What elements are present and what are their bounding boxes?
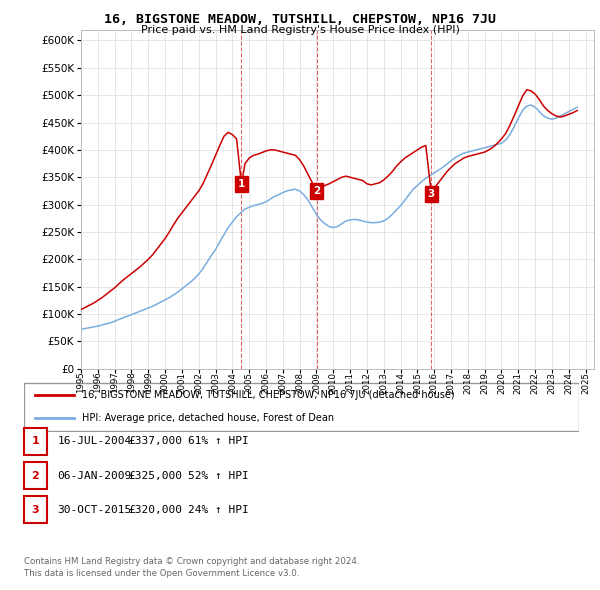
Text: 2016: 2016	[430, 372, 439, 394]
Text: 2005: 2005	[245, 372, 254, 394]
Text: 2024: 2024	[564, 372, 573, 394]
Text: 06-JAN-2009: 06-JAN-2009	[58, 471, 132, 480]
Text: HPI: Average price, detached house, Forest of Dean: HPI: Average price, detached house, Fore…	[82, 414, 334, 424]
Text: 2019: 2019	[480, 372, 489, 394]
Text: 3: 3	[32, 505, 39, 514]
Text: £337,000: £337,000	[128, 437, 182, 446]
Text: 2010: 2010	[329, 372, 338, 394]
Text: 30-OCT-2015: 30-OCT-2015	[58, 505, 132, 514]
Text: 2008: 2008	[295, 372, 304, 394]
Text: 2018: 2018	[463, 372, 472, 394]
Text: 1997: 1997	[110, 372, 119, 394]
Text: 2000: 2000	[161, 372, 170, 394]
Text: 16, BIGSTONE MEADOW, TUTSHILL, CHEPSTOW, NP16 7JU: 16, BIGSTONE MEADOW, TUTSHILL, CHEPSTOW,…	[104, 13, 496, 26]
Text: Price paid vs. HM Land Registry's House Price Index (HPI): Price paid vs. HM Land Registry's House …	[140, 25, 460, 35]
Text: 52% ↑ HPI: 52% ↑ HPI	[188, 471, 248, 480]
Text: 2013: 2013	[379, 372, 388, 394]
Text: 2022: 2022	[530, 372, 539, 394]
Text: 1998: 1998	[127, 372, 136, 394]
Text: 2006: 2006	[262, 372, 271, 394]
Text: 2004: 2004	[228, 372, 237, 394]
Text: 1999: 1999	[144, 372, 153, 394]
Text: 3: 3	[428, 189, 435, 199]
Text: 2020: 2020	[497, 372, 506, 394]
Text: Contains HM Land Registry data © Crown copyright and database right 2024.: Contains HM Land Registry data © Crown c…	[24, 557, 359, 566]
Text: 16, BIGSTONE MEADOW, TUTSHILL, CHEPSTOW, NP16 7JU (detached house): 16, BIGSTONE MEADOW, TUTSHILL, CHEPSTOW,…	[82, 390, 455, 400]
Text: 2023: 2023	[547, 372, 556, 394]
Text: 16-JUL-2004: 16-JUL-2004	[58, 437, 132, 446]
Text: 2025: 2025	[581, 372, 590, 394]
Text: 2014: 2014	[396, 372, 405, 394]
Text: 2011: 2011	[346, 372, 355, 394]
Text: This data is licensed under the Open Government Licence v3.0.: This data is licensed under the Open Gov…	[24, 569, 299, 578]
Text: £320,000: £320,000	[128, 505, 182, 514]
Text: 2: 2	[313, 186, 320, 196]
Text: 2017: 2017	[446, 372, 455, 394]
Text: 61% ↑ HPI: 61% ↑ HPI	[188, 437, 248, 446]
Text: £325,000: £325,000	[128, 471, 182, 480]
Text: 1995: 1995	[77, 372, 86, 394]
Text: 2003: 2003	[211, 372, 220, 394]
Text: 2002: 2002	[194, 372, 203, 394]
Text: 2021: 2021	[514, 372, 523, 394]
FancyBboxPatch shape	[24, 383, 579, 431]
Text: 2001: 2001	[178, 372, 187, 394]
Text: 1: 1	[32, 437, 39, 446]
Text: 2: 2	[32, 471, 39, 480]
Text: 2015: 2015	[413, 372, 422, 394]
Text: 2009: 2009	[312, 372, 321, 394]
Text: 2012: 2012	[362, 372, 371, 394]
Text: 24% ↑ HPI: 24% ↑ HPI	[188, 505, 248, 514]
Text: 1996: 1996	[94, 372, 103, 394]
Text: 2007: 2007	[278, 372, 287, 394]
Text: 1: 1	[238, 179, 245, 189]
